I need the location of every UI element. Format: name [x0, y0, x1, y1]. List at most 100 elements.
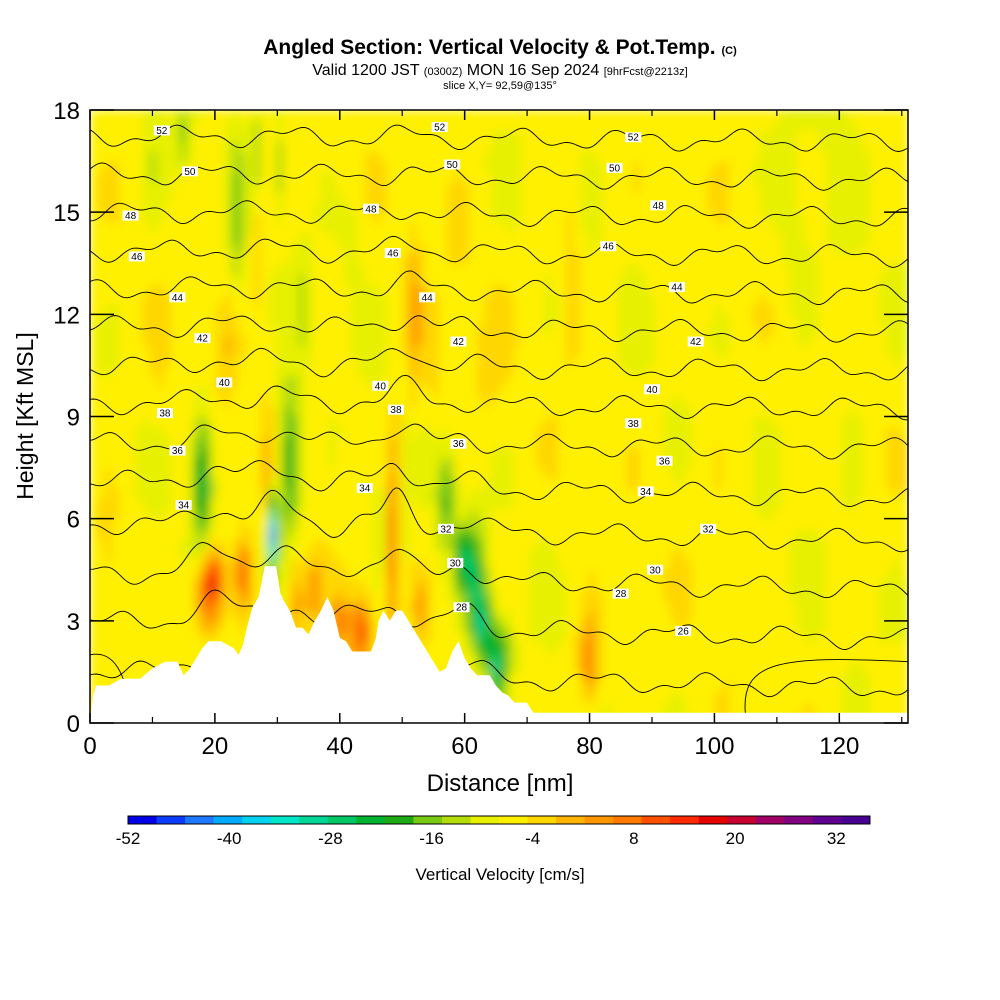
- velocity-cell: [476, 661, 485, 673]
- velocity-cell: [261, 498, 270, 510]
- velocity-cell: [603, 641, 612, 653]
- velocity-cell: [722, 651, 731, 663]
- velocity-cell: [751, 344, 761, 356]
- velocity-cell: [617, 263, 627, 275]
- velocity-cell: [454, 283, 463, 295]
- velocity-cell: [655, 508, 664, 520]
- velocity-cell: [142, 600, 151, 612]
- velocity-cell: [454, 344, 463, 356]
- velocity-cell: [551, 324, 560, 336]
- velocity-cell: [677, 304, 686, 316]
- velocity-cell: [327, 355, 337, 367]
- velocity-cell: [372, 447, 381, 459]
- velocity-cell: [409, 365, 418, 377]
- velocity-cell: [476, 488, 485, 500]
- velocity-cell: [97, 651, 106, 663]
- velocity-cell: [439, 324, 448, 336]
- velocity-cell: [156, 283, 166, 295]
- velocity-cell: [90, 508, 99, 520]
- velocity-cell: [432, 344, 441, 356]
- velocity-cell: [722, 314, 731, 326]
- velocity-cell: [194, 641, 203, 653]
- velocity-cell: [387, 273, 396, 285]
- velocity-cell: [134, 385, 143, 397]
- velocity-cell: [647, 334, 656, 346]
- velocity-cell: [387, 263, 396, 275]
- velocity-cell: [565, 283, 575, 295]
- velocity-cell: [335, 385, 344, 397]
- velocity-cell: [446, 365, 456, 377]
- velocity-cell: [350, 406, 359, 418]
- velocity-cell: [179, 528, 188, 540]
- velocity-cell: [543, 436, 552, 448]
- velocity-cell: [194, 385, 203, 397]
- velocity-cell: [275, 406, 285, 418]
- velocity-cell: [201, 518, 210, 530]
- velocity-cell: [811, 518, 820, 530]
- velocity-cell: [766, 498, 775, 510]
- velocity-cell: [275, 569, 285, 581]
- velocity-cell: [677, 324, 686, 336]
- velocity-cell: [818, 539, 827, 551]
- velocity-cell: [179, 426, 188, 438]
- velocity-cell: [751, 559, 761, 571]
- velocity-cell: [744, 273, 753, 285]
- velocity-cell: [870, 334, 880, 346]
- velocity-cell: [90, 477, 99, 489]
- velocity-cell: [684, 600, 694, 612]
- velocity-cell: [789, 293, 798, 305]
- velocity-cell: [253, 283, 262, 295]
- velocity-cell: [469, 273, 478, 285]
- velocity-cell: [580, 579, 590, 591]
- velocity-cell: [335, 590, 344, 602]
- velocity-cell: [350, 447, 359, 459]
- velocity-cell: [231, 569, 240, 581]
- velocity-cell: [134, 590, 143, 602]
- velocity-cell: [268, 355, 277, 367]
- velocity-cell: [149, 385, 158, 397]
- velocity-cell: [870, 426, 880, 438]
- velocity-cell: [454, 426, 463, 438]
- velocity-cell: [387, 528, 396, 540]
- velocity-cell: [647, 273, 656, 285]
- velocity-cell: [855, 436, 865, 448]
- velocity-cell: [863, 273, 872, 285]
- velocity-cell: [803, 488, 813, 500]
- velocity-cell: [387, 283, 396, 295]
- velocity-cell: [707, 610, 716, 622]
- velocity-cell: [261, 355, 270, 367]
- velocity-cell: [171, 253, 181, 265]
- velocity-cell: [417, 610, 426, 622]
- velocity-cell: [729, 488, 738, 500]
- velocity-cell: [803, 600, 813, 612]
- velocity-cell: [655, 610, 664, 622]
- velocity-cell: [231, 518, 240, 530]
- velocity-cell: [781, 651, 790, 663]
- velocity-cell: [677, 559, 686, 571]
- velocity-cell: [97, 457, 106, 469]
- velocity-cell: [149, 528, 158, 540]
- velocity-cell: [119, 396, 128, 408]
- velocity-cell: [439, 283, 448, 295]
- velocity-cell: [565, 682, 575, 694]
- velocity-cell: [164, 467, 173, 479]
- velocity-cell: [878, 467, 887, 479]
- velocity-cell: [617, 528, 627, 540]
- velocity-cell: [119, 559, 128, 571]
- velocity-cell: [90, 651, 99, 663]
- velocity-cell: [90, 416, 99, 428]
- velocity-cell: [558, 273, 567, 285]
- velocity-cell: [878, 692, 887, 704]
- velocity-cell: [134, 549, 143, 561]
- velocity-cell: [811, 549, 820, 561]
- velocity-cell: [372, 385, 381, 397]
- velocity-cell: [104, 661, 114, 673]
- velocity-cell: [223, 396, 233, 408]
- velocity-cell: [692, 610, 701, 622]
- velocity-cell: [223, 631, 233, 643]
- velocity-cell: [580, 477, 590, 489]
- velocity-cell: [342, 457, 352, 469]
- velocity-cell: [885, 549, 894, 561]
- velocity-cell: [149, 447, 158, 459]
- velocity-cell: [432, 467, 441, 479]
